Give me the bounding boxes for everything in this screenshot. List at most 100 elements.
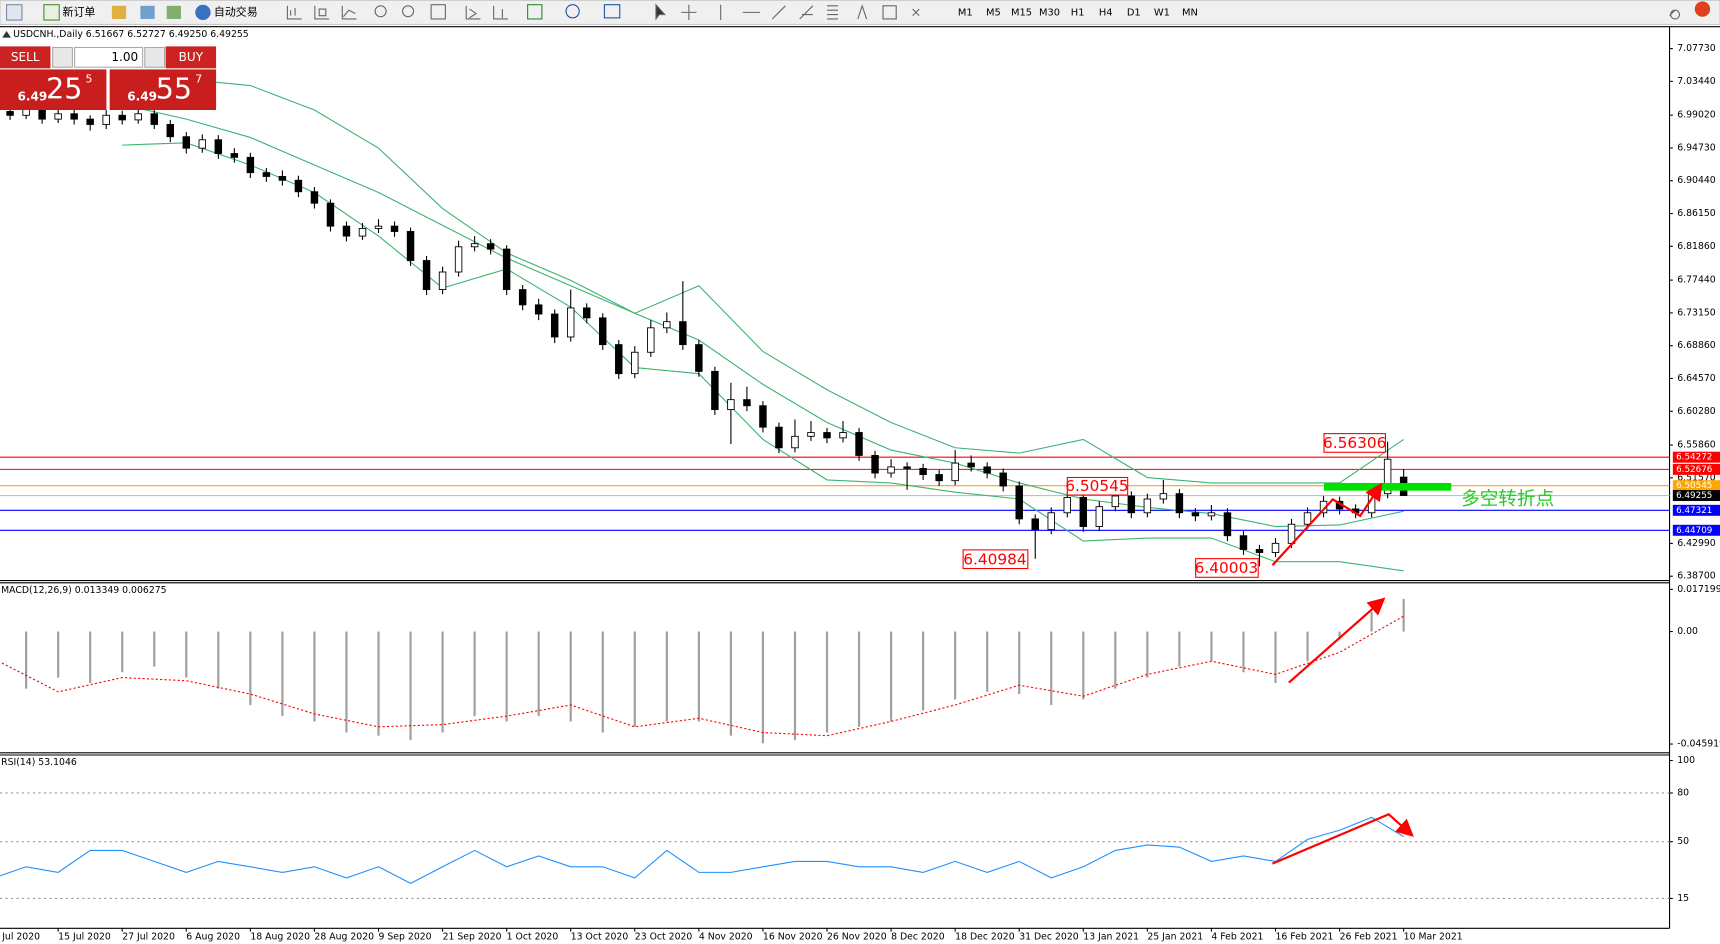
timeframe[interactable]: M30	[1039, 7, 1060, 18]
x-tick-label: 4 Nov 2020	[699, 932, 753, 943]
candle-body	[1271, 542, 1280, 553]
sell-price-box[interactable]	[0, 69, 107, 111]
icon[interactable]	[166, 5, 181, 19]
histogram-bar	[1146, 631, 1149, 678]
icon[interactable]	[6, 4, 23, 21]
icon[interactable]	[565, 4, 580, 19]
candle-body	[1047, 512, 1055, 531]
histogram-bar	[1306, 631, 1309, 662]
candle-body	[438, 271, 447, 291]
icon[interactable]	[655, 3, 666, 21]
x-tick-label: 18 Dec 2020	[955, 932, 1015, 943]
search-icon[interactable]	[1669, 9, 1681, 20]
histogram-bar	[857, 631, 861, 727]
candle-body	[86, 118, 94, 125]
histogram-bar	[922, 631, 925, 711]
candle-body	[358, 227, 367, 237]
histogram-bar	[441, 631, 444, 733]
annotation: 6.40984	[963, 550, 1026, 568]
new-order-icon[interactable]	[43, 4, 60, 21]
buy-price-big[interactable]: 6.49	[127, 89, 157, 103]
buy-price-pips[interactable]: 55	[156, 72, 192, 105]
candle-body	[230, 153, 239, 158]
icon[interactable]	[493, 5, 508, 20]
x-tick-label: 6 Aug 2020	[186, 932, 240, 943]
auto-trading-icon[interactable]	[195, 4, 211, 21]
price-level-label: 6.47321	[1676, 506, 1712, 516]
x-tick-label: 13 Jan 2021	[1083, 932, 1139, 943]
sell-price-big[interactable]: 6.49	[18, 89, 48, 103]
volume[interactable]: 1.00	[111, 50, 138, 64]
buy-price-frac[interactable]: 7	[195, 72, 202, 85]
icon[interactable]	[603, 4, 621, 19]
candle-body	[1303, 512, 1312, 525]
toolbar: 新订单 自动交易 M1 M5 M15 M30 H1 H4 D1 W1 MN	[0, 0, 1720, 25]
icon[interactable]	[402, 5, 415, 18]
candle-body	[390, 225, 399, 232]
icon[interactable]	[857, 4, 868, 20]
notification[interactable]	[1694, 1, 1711, 17]
icon[interactable]	[912, 8, 920, 17]
icon[interactable]	[465, 5, 481, 20]
buy-label[interactable]: BUY	[179, 50, 204, 64]
icon[interactable]	[374, 5, 387, 18]
candle-body	[6, 111, 14, 116]
sell-price-frac[interactable]: 5	[86, 72, 93, 85]
candle-body	[1095, 506, 1104, 527]
price-level-label: 6.49255	[1676, 491, 1712, 501]
new-order[interactable]: 新订单	[63, 4, 96, 18]
timeframe[interactable]: MN	[1182, 7, 1198, 18]
candle-body	[470, 243, 479, 248]
timeframe[interactable]: H1	[1071, 7, 1085, 18]
volume-up[interactable]	[144, 46, 166, 68]
price-level-label: 6.52676	[1676, 465, 1713, 475]
icon[interactable]	[681, 4, 697, 21]
histogram-bar	[25, 631, 28, 689]
icon[interactable]	[314, 5, 330, 20]
sell-price-pips[interactable]: 25	[46, 72, 82, 105]
timeframe[interactable]: W1	[1154, 7, 1170, 18]
icon[interactable]	[527, 4, 543, 20]
price-level-label: 6.50545	[1676, 481, 1712, 491]
timeframe[interactable]: H4	[1099, 7, 1113, 18]
pivot-zone	[1324, 482, 1452, 491]
icon[interactable]	[771, 5, 786, 20]
icon[interactable]	[286, 5, 302, 20]
candle-body	[134, 113, 142, 121]
candle-body	[1223, 512, 1232, 537]
sell-button[interactable]	[0, 46, 51, 69]
timeframe[interactable]: M5	[986, 7, 1001, 18]
auto-trading[interactable]: 自动交易	[214, 4, 258, 18]
candle-body	[743, 399, 751, 407]
annotation-box	[1323, 433, 1386, 453]
icon[interactable]	[799, 5, 814, 20]
buy-price-box[interactable]	[109, 69, 217, 111]
histogram-bar	[1370, 611, 1373, 632]
icon[interactable]	[111, 5, 127, 19]
y-tick-label: 6.77440	[1677, 275, 1716, 286]
icon[interactable]	[882, 5, 897, 20]
timeframe[interactable]: M15	[1011, 7, 1032, 18]
timeframe[interactable]: M1	[958, 7, 973, 18]
candle-body	[454, 246, 463, 273]
sell-label[interactable]: SELL	[11, 50, 40, 64]
icon[interactable]	[341, 5, 357, 20]
candle-body	[70, 113, 78, 120]
indicator-line	[122, 104, 1404, 528]
arrow	[1288, 597, 1386, 684]
icon[interactable]	[140, 5, 155, 19]
candle-body	[1207, 512, 1216, 517]
buy-button[interactable]	[165, 46, 217, 69]
volume-input[interactable]	[74, 46, 144, 68]
histogram-bar	[1338, 631, 1341, 640]
timeframe[interactable]: D1	[1127, 7, 1141, 18]
icon[interactable]	[430, 4, 446, 20]
icon[interactable]	[827, 5, 839, 20]
candle-body	[839, 432, 847, 439]
volume-down[interactable]	[52, 46, 73, 68]
candle-body	[150, 113, 158, 125]
rsi-panel: 100 80 50 15 Jul 2020 15 Jul 2020 27 Jul 2020 6…	[0, 755, 1695, 943]
candle-body	[1175, 493, 1184, 514]
annotation: 6.56306	[1323, 434, 1386, 452]
histogram-bar	[377, 631, 380, 736]
